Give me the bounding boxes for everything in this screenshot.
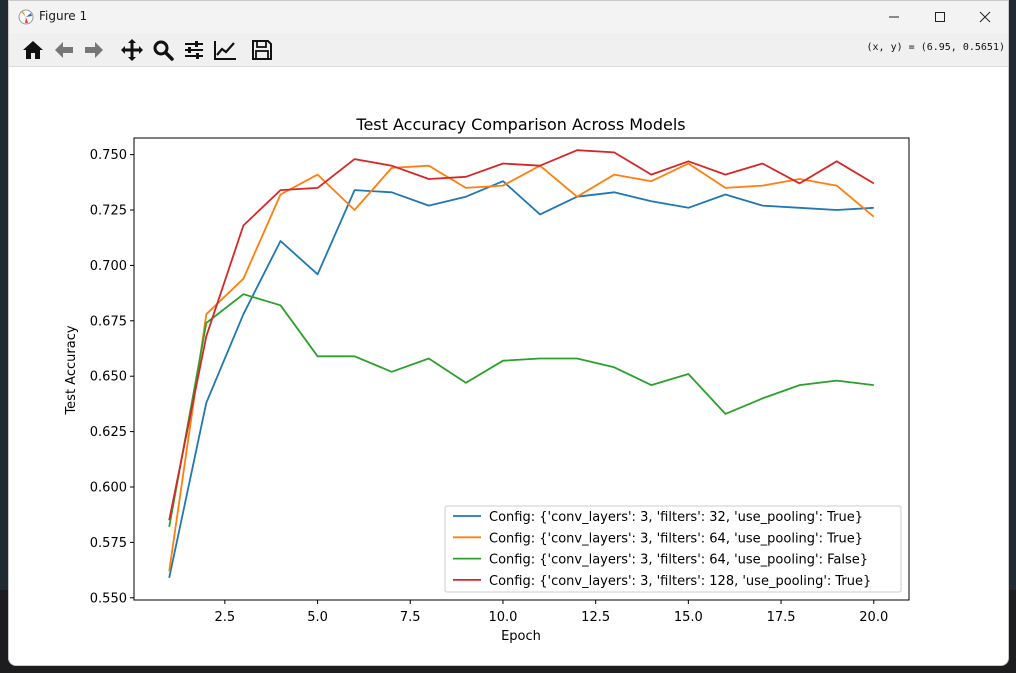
- save-icon: [252, 40, 272, 60]
- series-line-4: [168, 149, 875, 521]
- y-tick-label: 0.675: [90, 314, 127, 329]
- series-line-3: [168, 293, 874, 528]
- zoom-button[interactable]: [149, 36, 177, 64]
- x-tick-label: 15.0: [674, 610, 703, 625]
- configure-subplots-icon: [185, 41, 203, 59]
- x-tick-label: 5.0: [307, 610, 328, 625]
- title-bar: Figure 1: [9, 1, 1008, 33]
- plot-area-frame: [133, 137, 910, 601]
- legend-label-1: Config: {'conv_layers': 3, 'filters': 32…: [489, 510, 863, 525]
- home-icon: [23, 41, 43, 59]
- x-tick-label: 10.0: [488, 610, 517, 625]
- back-button[interactable]: [50, 36, 78, 64]
- edit-axis-icon: [214, 41, 236, 60]
- y-tick-label: 0.600: [90, 480, 127, 495]
- y-tick-label: 0.725: [90, 204, 127, 219]
- close-button[interactable]: [962, 1, 1008, 33]
- matplotlib-app-icon: [18, 9, 34, 25]
- y-tick-label: 0.550: [90, 591, 127, 606]
- x-tick-label: 7.5: [400, 610, 421, 625]
- y-tick-label: 0.575: [90, 536, 127, 551]
- figure-window: Figure 1: [8, 0, 1009, 666]
- x-tick-label: 17.5: [767, 610, 796, 625]
- edit-axis-button[interactable]: [211, 36, 239, 64]
- pan-button[interactable]: [118, 36, 146, 64]
- x-tick-label: 2.5: [215, 610, 236, 625]
- y-tick-label: 0.750: [90, 148, 127, 163]
- maximize-icon: [935, 12, 945, 22]
- configure-subplots-button[interactable]: [180, 36, 208, 64]
- x-axis-label: Epoch: [501, 629, 541, 644]
- series-line-1: [168, 180, 874, 578]
- x-tick-label: 20.0: [859, 610, 888, 625]
- navigation-toolbar: (x, y) = (6.95, 0.5651): [9, 33, 1008, 67]
- series-line-2: [168, 162, 875, 572]
- window-title: Figure 1: [39, 9, 88, 23]
- y-axis-label: Test Accuracy: [64, 325, 79, 415]
- chart-title: Test Accuracy Comparison Across Models: [355, 115, 685, 134]
- y-tick-label: 0.650: [90, 370, 127, 385]
- minimize-button[interactable]: [871, 1, 917, 33]
- forward-button[interactable]: [80, 36, 108, 64]
- y-tick-label: 0.625: [90, 425, 127, 440]
- figure-canvas: Test Accuracy Comparison Across Models E…: [9, 67, 1008, 665]
- legend-label-2: Config: {'conv_layers': 3, 'filters': 64…: [489, 531, 863, 546]
- legend-label-4: Config: {'conv_layers': 3, 'filters': 12…: [489, 574, 871, 589]
- zoom-icon: [153, 40, 174, 61]
- maximize-button[interactable]: [917, 1, 963, 33]
- legend-label-3: Config: {'conv_layers': 3, 'filters': 64…: [489, 553, 868, 568]
- back-arrow-icon: [55, 42, 73, 58]
- home-button[interactable]: [19, 36, 47, 64]
- y-tick-label: 0.700: [90, 259, 127, 274]
- cursor-coordinates: (x, y) = (6.95, 0.5651): [866, 42, 1005, 53]
- legend: Config: {'conv_layers': 3, 'filters': 32…: [444, 505, 902, 593]
- minimize-icon: [889, 16, 899, 18]
- forward-arrow-icon: [85, 42, 103, 58]
- x-tick-label: 12.5: [581, 610, 610, 625]
- pan-icon: [121, 39, 143, 61]
- save-button[interactable]: [248, 36, 276, 64]
- line-chart: Test Accuracy Comparison Across Models E…: [64, 115, 910, 644]
- close-icon: [979, 11, 991, 23]
- legend-box: [444, 505, 902, 593]
